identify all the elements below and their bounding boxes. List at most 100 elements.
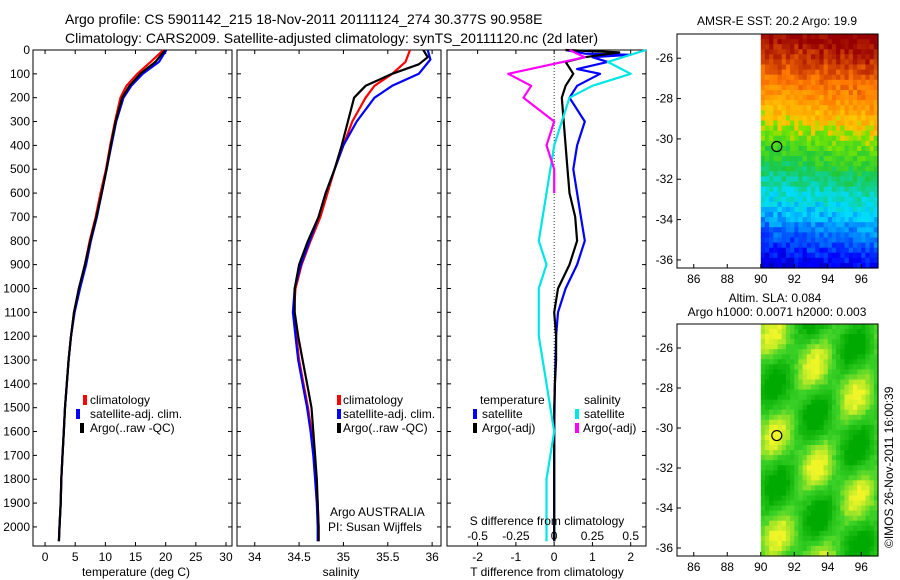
sst-cell [852,252,858,259]
sst-cell [777,262,783,269]
sst-cell [819,257,825,264]
sla-cell [865,535,871,542]
sst-cell [798,69,804,76]
sst-cell [760,44,766,50]
sla-cell [769,480,774,486]
sst-cell [802,74,808,81]
sla-cell [773,384,779,391]
sst-cell [790,176,795,183]
sla-cell [823,369,829,375]
sst-cell [806,191,812,198]
sst-cell [781,222,787,228]
sst-cell [819,222,825,228]
sla-cell [861,354,867,360]
sst-cell [777,69,783,76]
sla-cell [831,500,837,507]
sla-cell [785,324,791,330]
sst-cell [806,161,812,167]
sst-cell [827,217,833,223]
sla-cell [861,324,867,330]
sst-cell [827,110,833,116]
sst-cell [869,257,875,264]
sla-cell [836,384,841,391]
sla-cell [777,384,783,391]
sst-cell [836,125,841,132]
sst-cell [865,74,871,81]
sla-cell [781,394,787,401]
sst-cell [857,171,862,177]
sst-cell [861,196,867,203]
sst-cell [769,84,774,91]
sla-cell [865,475,871,481]
sst-cell [831,74,837,81]
sla-y-tick-label: -28 [656,381,674,395]
sst-cell [760,49,766,55]
sla-cell [857,540,862,547]
sst-cell [865,151,871,157]
salinity-axes-frame [236,49,442,547]
sla-cell [773,495,779,502]
sst-cell [857,176,862,183]
difference-x-tick-label: -1 [511,550,522,564]
sst-cell [873,161,879,167]
sla-cell [785,389,791,396]
sst-cell [773,59,779,66]
salinity-legend-climatology: climatology [343,393,403,407]
sst-cell [760,59,766,66]
sst-cell [819,176,825,183]
sst-cell [840,222,846,228]
sla-cell [873,535,879,542]
sst-cell [848,145,854,152]
sst-cell [777,242,783,249]
sla-cell [840,359,846,365]
sla-cell [781,500,787,507]
sst-cell [802,171,808,177]
difference-legend-salinity-satellite: satellite [584,407,625,421]
sst-cell [769,145,774,152]
difference-series-temperature-argo-adj [553,48,621,542]
sst-cell [777,135,783,142]
sla-cell [764,485,770,491]
sla-cell [844,460,850,466]
sst-cell [827,207,833,213]
sst-cell [802,247,808,254]
sst-cell [831,247,837,254]
sla-cell [806,379,812,386]
sla-cell [769,475,774,481]
sla-cell [811,525,816,532]
sla-cell [819,490,825,496]
sst-cell [848,196,854,203]
sst-cell [785,171,791,177]
sla-cell [769,530,774,537]
sst-cell [865,115,871,122]
sst-cell [777,201,783,208]
sst-cell [777,39,783,45]
sla-cell [798,384,804,391]
sst-cell [848,59,854,66]
sla-cell [848,344,854,350]
sst-cell [764,120,770,127]
sst-cell [764,156,770,162]
sla-cell [852,349,858,355]
sst-cell [777,217,783,223]
sst-cell [857,140,862,147]
sst-cell [790,125,795,132]
sla-cell [823,344,829,350]
sst-cell [785,110,791,116]
sst-cell [861,95,867,101]
sla-cell [773,460,779,466]
sla-cell [873,460,879,466]
sst-cell [857,69,862,76]
sst-cell [777,186,783,193]
sla-cell [815,374,820,380]
sst-cell [840,44,846,50]
sst-cell [819,79,825,86]
sst-cell [869,74,875,81]
sst-cell [811,84,816,91]
sst-cell [823,171,829,177]
sla-cell [773,344,779,350]
sst-cell [815,64,820,71]
sla-cell [831,505,837,512]
sla-cell [777,329,783,335]
